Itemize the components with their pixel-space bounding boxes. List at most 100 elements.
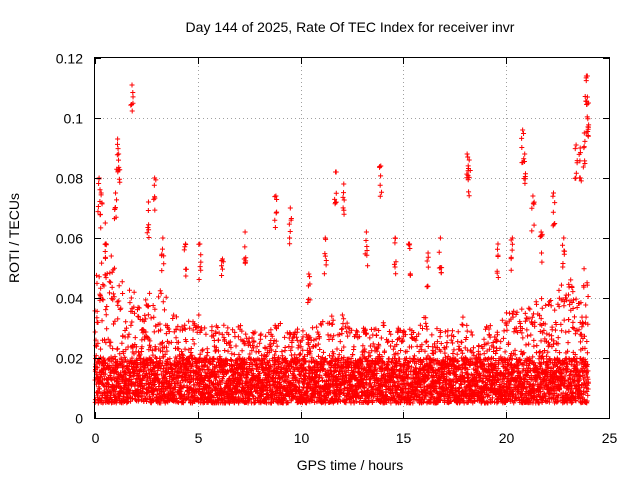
data-point [147, 290, 153, 296]
data-point [295, 326, 301, 332]
data-point [155, 365, 161, 371]
data-point [211, 380, 217, 386]
data-point [152, 344, 158, 350]
data-point [150, 302, 156, 308]
data-point [115, 302, 121, 308]
data-point [182, 346, 188, 352]
data-point [341, 316, 347, 322]
data-point [191, 341, 197, 347]
data-point [97, 386, 103, 392]
data-point [455, 329, 461, 335]
data-point [119, 340, 125, 346]
data-point [136, 352, 142, 358]
data-point [138, 381, 144, 387]
data-point [196, 312, 202, 318]
data-point [201, 377, 207, 383]
data-point [204, 353, 210, 359]
data-point [182, 322, 188, 328]
data-point [137, 316, 143, 322]
data-point [123, 370, 129, 376]
data-point [111, 321, 117, 327]
data-point [139, 348, 145, 354]
data-point [134, 365, 140, 371]
data-point [147, 344, 153, 350]
data-point [170, 377, 176, 383]
data-point [160, 388, 166, 394]
data-point [157, 288, 163, 294]
data-point [109, 396, 115, 402]
data-point [384, 339, 390, 345]
data-point [423, 339, 429, 345]
data-point [99, 260, 105, 266]
data-point [109, 358, 115, 364]
data-point [166, 340, 172, 346]
data-point [115, 371, 121, 377]
data-point [120, 374, 126, 380]
data-point [500, 335, 506, 341]
data-point [124, 325, 130, 331]
data-point [139, 393, 145, 399]
data-point [330, 321, 336, 327]
data-point [514, 309, 520, 315]
data-point [94, 308, 100, 314]
data-point [136, 349, 142, 355]
data-point [263, 333, 269, 339]
data-point [340, 321, 346, 327]
data-point [388, 343, 394, 349]
data-point [351, 344, 357, 350]
data-point [213, 377, 219, 383]
data-point [143, 370, 149, 376]
data-point [163, 294, 169, 300]
data-point [143, 297, 149, 303]
data-point [224, 358, 230, 364]
data-point [161, 307, 167, 313]
data-point [162, 351, 168, 357]
data-point [156, 294, 162, 300]
data-point [112, 318, 118, 324]
data-point [442, 329, 448, 335]
data-point [181, 325, 187, 331]
data-point [103, 360, 109, 366]
chart-title: Day 144 of 2025, Rate Of TEC Index for r… [186, 19, 515, 35]
data-point [190, 361, 196, 367]
data-point [131, 304, 137, 310]
data-point [380, 320, 386, 326]
data-point [136, 314, 142, 320]
data-point [339, 326, 345, 332]
data-point [102, 371, 108, 377]
data-point [176, 339, 182, 345]
data-point [158, 363, 164, 369]
data-point [207, 382, 213, 388]
data-point [424, 326, 430, 332]
data-point [166, 329, 172, 335]
data-point [99, 395, 105, 401]
data-point [137, 352, 143, 358]
data-point [116, 380, 122, 386]
data-point [99, 296, 105, 302]
data-point [216, 337, 222, 343]
data-point [118, 305, 124, 311]
data-point [94, 280, 100, 286]
data-point [228, 345, 234, 351]
data-point [138, 355, 144, 361]
data-point [174, 399, 180, 405]
data-point [224, 340, 230, 346]
data-point [103, 312, 109, 318]
data-point [97, 374, 103, 380]
data-point [337, 339, 343, 345]
data-point [256, 349, 262, 355]
data-point [120, 350, 126, 356]
data-point [128, 322, 134, 328]
data-point [172, 392, 178, 398]
data-point [211, 356, 217, 362]
data-point [209, 324, 215, 330]
data-point [411, 353, 417, 359]
data-point [160, 339, 166, 345]
data-point [92, 329, 98, 335]
data-point [445, 333, 451, 339]
data-point [481, 336, 487, 342]
data-point [151, 329, 157, 335]
data-point [454, 351, 460, 357]
data-point [519, 306, 525, 312]
data-point [203, 331, 209, 337]
